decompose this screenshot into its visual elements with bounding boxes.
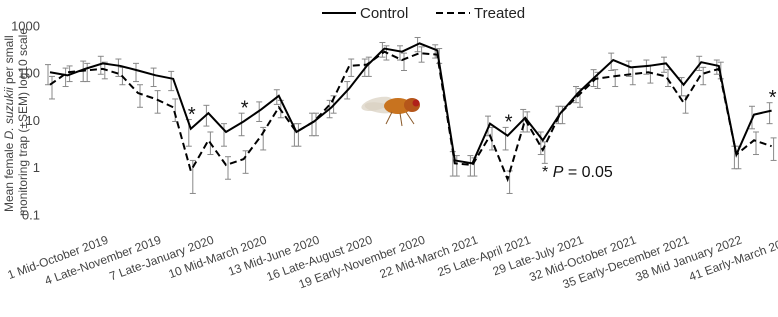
error-bar <box>133 63 139 81</box>
error-bar <box>225 157 231 180</box>
error-bar <box>84 63 90 81</box>
error-bar <box>243 151 249 174</box>
error-bar <box>172 99 178 122</box>
error-bar <box>467 156 473 176</box>
error-bar <box>45 65 51 85</box>
fly-image <box>360 94 420 126</box>
p-value-note: * P = 0.05 <box>542 164 613 181</box>
y-title-part: Mean female <box>2 139 16 212</box>
error-bar <box>612 70 618 87</box>
note-part: P <box>553 164 564 181</box>
chart: Control Treated Mean female D. suzukii p… <box>0 0 778 317</box>
legend-label: Treated <box>474 5 525 22</box>
error-bar <box>419 47 425 62</box>
legend: Control Treated <box>322 5 525 22</box>
significance-marker: * <box>505 112 513 134</box>
error-bar <box>401 53 407 70</box>
y-tick-label: 0.1 <box>22 207 40 222</box>
y-tick-label: 10 <box>26 113 40 128</box>
y-tick-label: 100 <box>18 66 40 81</box>
error-bar <box>771 138 777 161</box>
error-bar <box>542 142 548 163</box>
y-title-part: per small <box>2 35 16 87</box>
error-bar <box>63 68 69 86</box>
error-bar <box>753 132 759 155</box>
significance-marker: * <box>769 87 777 109</box>
note-part: * <box>542 164 548 181</box>
significance-marker: * <box>241 97 249 119</box>
y-title-part: D. suzukii <box>2 87 16 139</box>
error-bar <box>49 76 55 99</box>
significance-marker: * <box>188 104 196 126</box>
y-tick-label: 1 <box>33 160 40 175</box>
series-line <box>50 52 772 180</box>
error-bar <box>295 124 301 147</box>
error-bar <box>137 85 143 108</box>
y-tick-label: 1000 <box>11 18 40 33</box>
legend-label: Control <box>360 5 408 22</box>
note-part: = 0.05 <box>568 164 613 181</box>
error-bar <box>507 171 513 194</box>
error-bar <box>151 68 157 86</box>
